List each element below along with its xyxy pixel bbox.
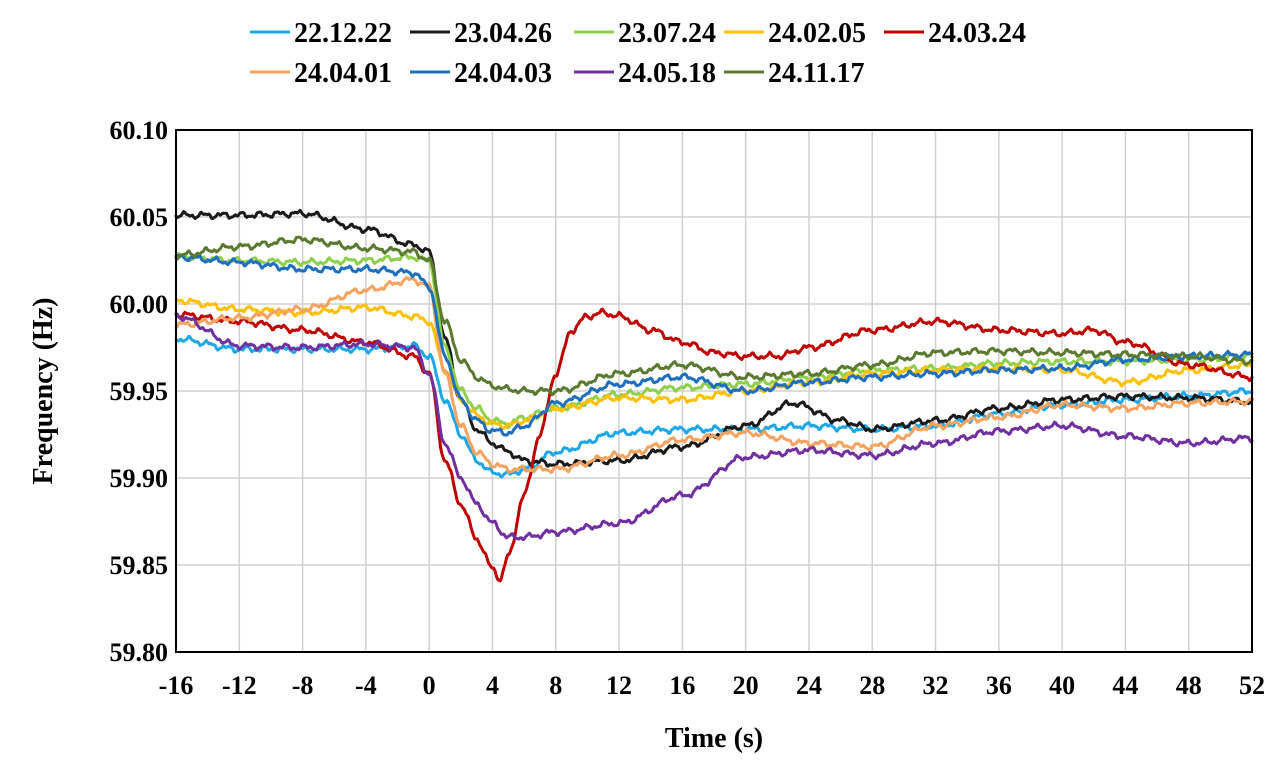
legend-label: 24.05.18 [618, 58, 716, 89]
plot-frame [175, 129, 1253, 653]
x-tick-label: -4 [355, 671, 377, 700]
x-tick-label: 4 [486, 671, 499, 700]
x-tick-label: 12 [606, 671, 632, 700]
legend-label: 23.04.26 [454, 18, 552, 49]
series-line-24.11.17 [174, 235, 1254, 397]
x-tick-label: 40 [1049, 671, 1075, 700]
legend-label: 24.04.01 [294, 58, 392, 89]
y-tick-label: 59.90 [110, 464, 169, 493]
y-tick-label: 59.85 [110, 551, 169, 580]
x-tick-label: 8 [549, 671, 562, 700]
series-line-24.04.01 [174, 276, 1254, 474]
legend-label: 24.04.03 [454, 58, 552, 89]
y-tick-label: 59.95 [110, 377, 169, 406]
legend-label: 24.03.24 [928, 18, 1026, 49]
legend: 22.12.22 23.04.26 23.07.24 24.02.05 24.03.24… [250, 18, 1026, 89]
x-axis-title: Time (s) [665, 723, 763, 754]
x-tick-label: 20 [733, 671, 759, 700]
legend-label: 22.12.22 [294, 18, 392, 49]
series-line-24.04.03 [174, 253, 1254, 437]
x-tick-label: 44 [1112, 671, 1138, 700]
x-tick-label: -8 [292, 671, 314, 700]
grid [175, 129, 1253, 653]
series-line-24.03.24 [174, 307, 1254, 583]
series-line-24.05.18 [174, 312, 1254, 542]
y-tick-label: 60.00 [110, 290, 169, 319]
legend-label: 24.02.05 [768, 18, 866, 49]
y-tick-labels: 59.80 59.85 59.90 59.95 60.00 60.05 60.10 [110, 116, 169, 667]
y-tick-label: 60.05 [110, 203, 169, 232]
y-axis-title: Frequency (Hz) [28, 298, 59, 485]
x-tick-labels: -16 -12 -8 -4 0 4 8 12 16 20 24 28 32 36 40 44 48 52 [159, 671, 1265, 700]
y-tick-label: 60.10 [110, 116, 169, 145]
x-tick-label: -16 [159, 671, 194, 700]
legend-label: 23.07.24 [618, 18, 716, 49]
x-tick-label: -12 [222, 671, 257, 700]
x-tick-label: 0 [423, 671, 436, 700]
x-tick-label: 32 [923, 671, 949, 700]
x-tick-label: 52 [1239, 671, 1265, 700]
x-tick-label: 28 [859, 671, 885, 700]
series-layer [174, 208, 1254, 583]
legend-label: 24.11.17 [768, 58, 864, 89]
x-tick-label: 36 [986, 671, 1012, 700]
x-tick-label: 24 [796, 671, 822, 700]
x-tick-label: 16 [669, 671, 695, 700]
x-tick-label: 48 [1176, 671, 1202, 700]
y-tick-label: 59.80 [110, 638, 169, 667]
